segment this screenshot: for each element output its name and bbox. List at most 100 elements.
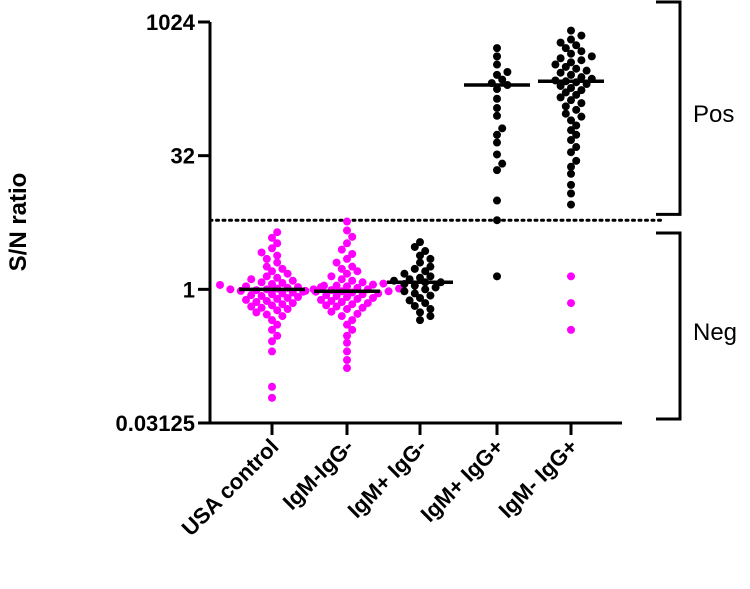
data-point [577, 56, 586, 65]
data-point [268, 290, 276, 299]
data-point [426, 291, 435, 300]
data-point [343, 239, 351, 248]
data-point [577, 73, 586, 82]
data-point [348, 325, 357, 334]
data-point [343, 269, 351, 278]
data-point [493, 94, 501, 103]
data-point [421, 299, 430, 308]
data-point [493, 85, 501, 94]
data-point [556, 81, 565, 90]
data-point [416, 273, 424, 282]
data-point [567, 116, 575, 125]
x-tick-label-igm-igg: IgM- IgG+ [494, 434, 583, 523]
data-point [493, 70, 501, 79]
data-point [327, 307, 336, 316]
data-point [247, 291, 256, 300]
bracket-neg [656, 231, 682, 421]
data-point [551, 60, 560, 69]
data-point [294, 292, 302, 301]
y-axis-title: S/N ratio [5, 173, 32, 272]
data-point [384, 287, 393, 296]
data-point [268, 382, 276, 391]
data-point [268, 301, 276, 310]
data-point [226, 285, 235, 294]
data-point [343, 254, 351, 263]
data-point [348, 316, 357, 325]
data-point [273, 331, 282, 340]
data-point [273, 320, 282, 329]
data-point [283, 269, 292, 278]
data-point [278, 289, 287, 298]
data-point [288, 276, 297, 285]
data-point [503, 68, 512, 77]
data-point [343, 356, 351, 365]
data-point [337, 264, 346, 273]
data-point [426, 305, 435, 314]
data-point [426, 254, 435, 263]
data-point [493, 138, 501, 147]
data-point [426, 262, 435, 271]
data-point [498, 124, 507, 133]
data-point [582, 66, 591, 75]
data-point [567, 83, 575, 92]
data-point [577, 47, 586, 56]
data-point [332, 302, 341, 311]
data-point [327, 296, 336, 305]
data-point [572, 90, 581, 99]
data-point [416, 238, 424, 247]
data-point [567, 49, 575, 58]
bracket-label-neg: Neg [693, 319, 737, 346]
data-point [410, 289, 419, 298]
data-point [327, 272, 336, 281]
data-point [268, 279, 276, 288]
data-point [348, 249, 357, 258]
data-point [561, 88, 570, 97]
data-point [556, 68, 565, 77]
data-point [493, 60, 501, 69]
data-point [567, 325, 575, 334]
data-point [273, 306, 282, 315]
data-point [273, 228, 282, 237]
data-point [567, 189, 575, 198]
data-point [567, 148, 575, 157]
data-point [572, 121, 581, 130]
data-point [343, 292, 351, 301]
data-point [273, 258, 282, 267]
data-point [556, 38, 565, 47]
data-point [493, 150, 501, 159]
data-point [416, 251, 424, 260]
data-point [283, 293, 292, 302]
data-point [343, 282, 351, 291]
data-point [572, 156, 581, 165]
data-point [268, 393, 276, 402]
data-point [416, 308, 424, 317]
data-point [268, 325, 276, 334]
data-point [567, 162, 575, 171]
data-point [278, 278, 287, 287]
x-tick-label-igm-igg: IgM+ IgG+ [416, 434, 509, 527]
data-point [348, 300, 357, 309]
data-point [343, 338, 351, 347]
data-point [247, 275, 256, 284]
data-point [561, 44, 570, 53]
data-point [416, 293, 424, 302]
data-point [262, 262, 271, 271]
data-point [252, 308, 261, 317]
data-point [493, 130, 501, 139]
data-point [273, 273, 282, 282]
data-point [493, 104, 501, 113]
data-point [572, 143, 581, 152]
data-point [493, 196, 501, 205]
data-point [567, 169, 575, 178]
data-point [421, 285, 430, 294]
data-point [317, 295, 325, 304]
data-point [268, 316, 276, 325]
data-point [567, 58, 575, 67]
data-point [273, 239, 282, 248]
data-point [262, 310, 271, 319]
data-point [353, 309, 362, 318]
data-point [421, 247, 430, 256]
data-point [268, 244, 276, 253]
